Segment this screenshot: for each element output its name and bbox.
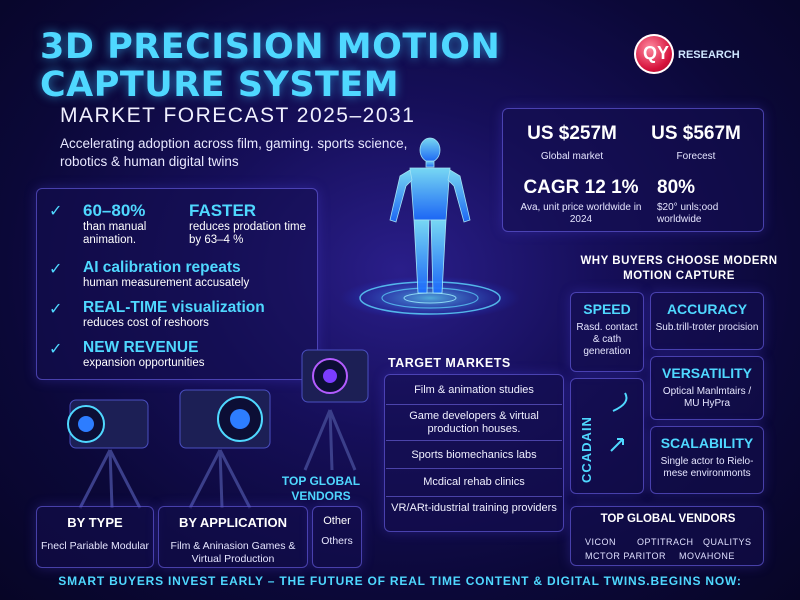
vendors-label: TOP GLOBAL VENDORS — [281, 474, 361, 503]
benefit-item: FASTER reduces prodation time by 63–4 % — [189, 201, 306, 246]
benefit-item: ✓ NEW REVENUE expansion opportunities — [49, 339, 205, 369]
page-title: 3D PRECISION MOTION CAPTURE SYSTEM — [40, 27, 501, 105]
market-item: Mcdical rehab clinics — [423, 476, 525, 488]
check-icon: ✓ — [49, 261, 63, 278]
divider — [386, 468, 562, 469]
market-item: Sports biomechanics labs — [411, 449, 537, 461]
market-item: Game developers & virtual production hou… — [409, 410, 539, 435]
human-figure-icon — [340, 137, 520, 320]
segment-by-application: BY APPLICATION Film & Aninasion Games & … — [158, 506, 308, 568]
check-icon: ✓ — [49, 301, 63, 318]
market-item: Film & animation studies — [414, 384, 534, 396]
logo-mark-icon: QY — [634, 34, 674, 74]
card-accuracy: ACCURACY Sub.trill-troter procision — [650, 292, 764, 350]
vendors-panel: TOP GLOBAL VENDORS VICON OPTITRACH QUALI… — [570, 506, 764, 566]
segment-other: Other Others — [312, 506, 362, 568]
vendor-name: QUALITYS — [703, 537, 752, 547]
stat-share: 80% $20° unls;ood worldwide — [657, 177, 719, 225]
market-item: VR/ARt-idustrial training providers — [391, 502, 557, 514]
logo-text: RESEARCH — [678, 49, 740, 61]
stat-market-2024: US $257M Global market — [527, 123, 617, 162]
benefit-item: ✓ 60–80% than manual animation. — [49, 201, 147, 246]
page-subtitle: MARKET FORECAST 2025–2031 — [60, 104, 416, 127]
why-title: WHY BUYERS CHOOSE MODERN MOTION CAPTURE — [580, 255, 778, 282]
divider — [386, 440, 562, 441]
card-scalability: SCALABILITY Single actor to Rielo-mese e… — [650, 426, 764, 494]
forecast-panel: US $257M Global market US $567M Forecest… — [502, 108, 764, 232]
card-versatility: VERSATILITY Optical Manlmtairs / MU HyPr… — [650, 356, 764, 420]
arrow-icon — [610, 392, 628, 452]
vendor-name: OPTITRACH — [637, 537, 694, 547]
segment-by-type: BY TYPE Fnecl Pariable Modular — [36, 506, 154, 568]
vendor-name: MCTOR PARITOR — [585, 551, 667, 561]
stat-market-2031: US $567M Forecest — [651, 123, 741, 162]
benefits-panel: ✓ 60–80% than manual animation. FASTER r… — [36, 188, 318, 380]
benefit-item: ✓ REAL-TIME visualization reduces cost o… — [49, 299, 265, 329]
check-icon: ✓ — [49, 341, 63, 358]
divider — [386, 404, 562, 405]
footer-banner: SMART BUYERS INVEST EARLY – THE FUTURE O… — [58, 574, 742, 588]
benefit-item: ✓ AI calibration repeats human measureme… — [49, 259, 250, 289]
check-icon: ✓ — [49, 203, 63, 220]
camera-rigs-icon — [67, 349, 369, 509]
target-markets-panel — [384, 374, 564, 532]
vendor-name: VICON — [585, 537, 617, 547]
intro-text: Accelerating adoption across film, gamin… — [60, 136, 408, 169]
vendor-name: MOVAHONE — [679, 551, 735, 561]
target-markets-title: TARGET MARKETS — [388, 356, 511, 370]
card-speed: SPEED Rasd. contact & cath generation — [570, 292, 644, 372]
motion-diagram-panel: CCADAIN — [570, 378, 644, 494]
stat-cagr: CAGR 12 1% Ava, unit price worldwide in … — [520, 177, 642, 225]
brand-logo: QY RESEARCH — [634, 34, 784, 74]
divider — [386, 496, 562, 497]
